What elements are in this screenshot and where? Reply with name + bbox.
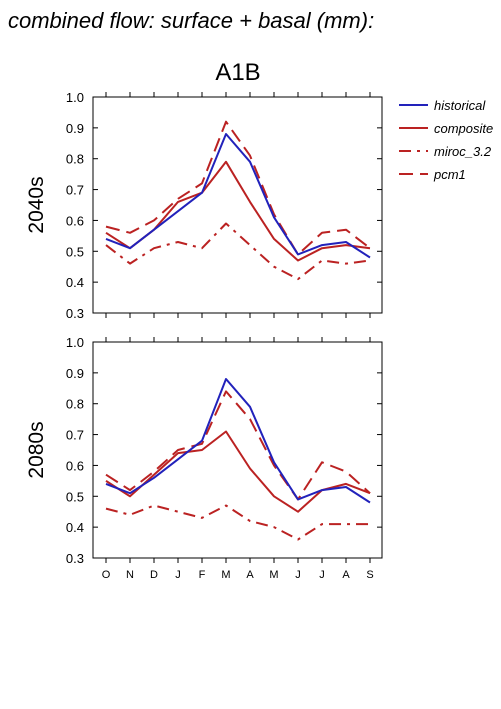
y-tick-label: 0.7 — [66, 183, 84, 198]
x-tick-label: N — [126, 569, 134, 581]
y-tick-label: 0.9 — [66, 366, 84, 381]
y-tick-label: 0.6 — [66, 458, 84, 473]
y-tick-label: 0.8 — [66, 397, 84, 412]
x-tick-label: J — [175, 569, 181, 581]
row-label-2040s: 2040s — [25, 176, 48, 233]
x-tick-label: S — [366, 569, 373, 581]
y-tick-label: 0.4 — [66, 520, 84, 535]
y-tick-label: 1.0 — [66, 90, 84, 105]
x-tick-label: A — [342, 569, 350, 581]
y-tick-label: 0.4 — [66, 275, 84, 290]
series-line-historical — [105, 133, 371, 259]
series-line-composite — [105, 430, 371, 513]
x-tick-label: A — [246, 569, 254, 581]
legend-label: composite — [434, 121, 493, 136]
legend-item-miroc_3.2: miroc_3.2 — [399, 144, 492, 159]
y-tick-label: 0.7 — [66, 428, 84, 443]
chart-panels: 0.30.40.50.60.70.80.91.02040s0.30.40.50.… — [25, 90, 383, 581]
x-tick-label: M — [269, 569, 278, 581]
panel-2080s: 0.3 0.4 0.5 0.6 0.7 0.8 0.9 1.0 2080s O N D J F M A M J J A… — [25, 335, 383, 581]
x-tick-label: M — [221, 569, 230, 581]
figure-title: combined flow: surface + basal (mm): — [8, 8, 374, 33]
y-tick-label: 0.5 — [66, 244, 84, 259]
series-line-historical — [105, 378, 371, 504]
legend-label: pcm1 — [433, 167, 466, 182]
legend-item-pcm1: pcm1 — [399, 167, 466, 182]
series-line-miroc_3.2 — [105, 222, 371, 281]
legend-item-historical: historical — [399, 98, 486, 113]
plot-frame — [92, 96, 383, 314]
x-tick-label: J — [295, 569, 301, 581]
series-line-pcm1 — [105, 120, 371, 256]
legend-label: historical — [434, 98, 486, 113]
x-tick-label: D — [150, 569, 158, 581]
y-tick-label: 0.6 — [66, 213, 84, 228]
series-line-pcm1 — [105, 390, 371, 501]
series-line-composite — [105, 160, 371, 262]
legend-label: miroc_3.2 — [434, 144, 492, 159]
legend-item-composite: composite — [399, 121, 493, 136]
legend: historical composite miroc_3.2 pcm1 — [399, 98, 493, 182]
y-tick-label: 0.3 — [66, 306, 84, 321]
y-tick-label: 0.8 — [66, 152, 84, 167]
x-tick-label: O — [102, 569, 111, 581]
y-tick-label: 0.9 — [66, 121, 84, 136]
scenario-title: A1B — [215, 59, 260, 86]
x-tick-label: J — [319, 569, 325, 581]
y-tick-label: 0.5 — [66, 489, 84, 504]
plot-frame — [92, 341, 383, 559]
x-tick-label: F — [199, 569, 206, 581]
y-tick-label: 1.0 — [66, 335, 84, 350]
y-tick-label: 0.3 — [66, 551, 84, 566]
series-line-miroc_3.2 — [105, 504, 370, 541]
panel-2040s: 0.3 0.4 0.5 0.6 0.7 0.8 0.9 1.0 2040s — [25, 90, 383, 321]
row-label-2080s: 2080s — [25, 421, 48, 478]
